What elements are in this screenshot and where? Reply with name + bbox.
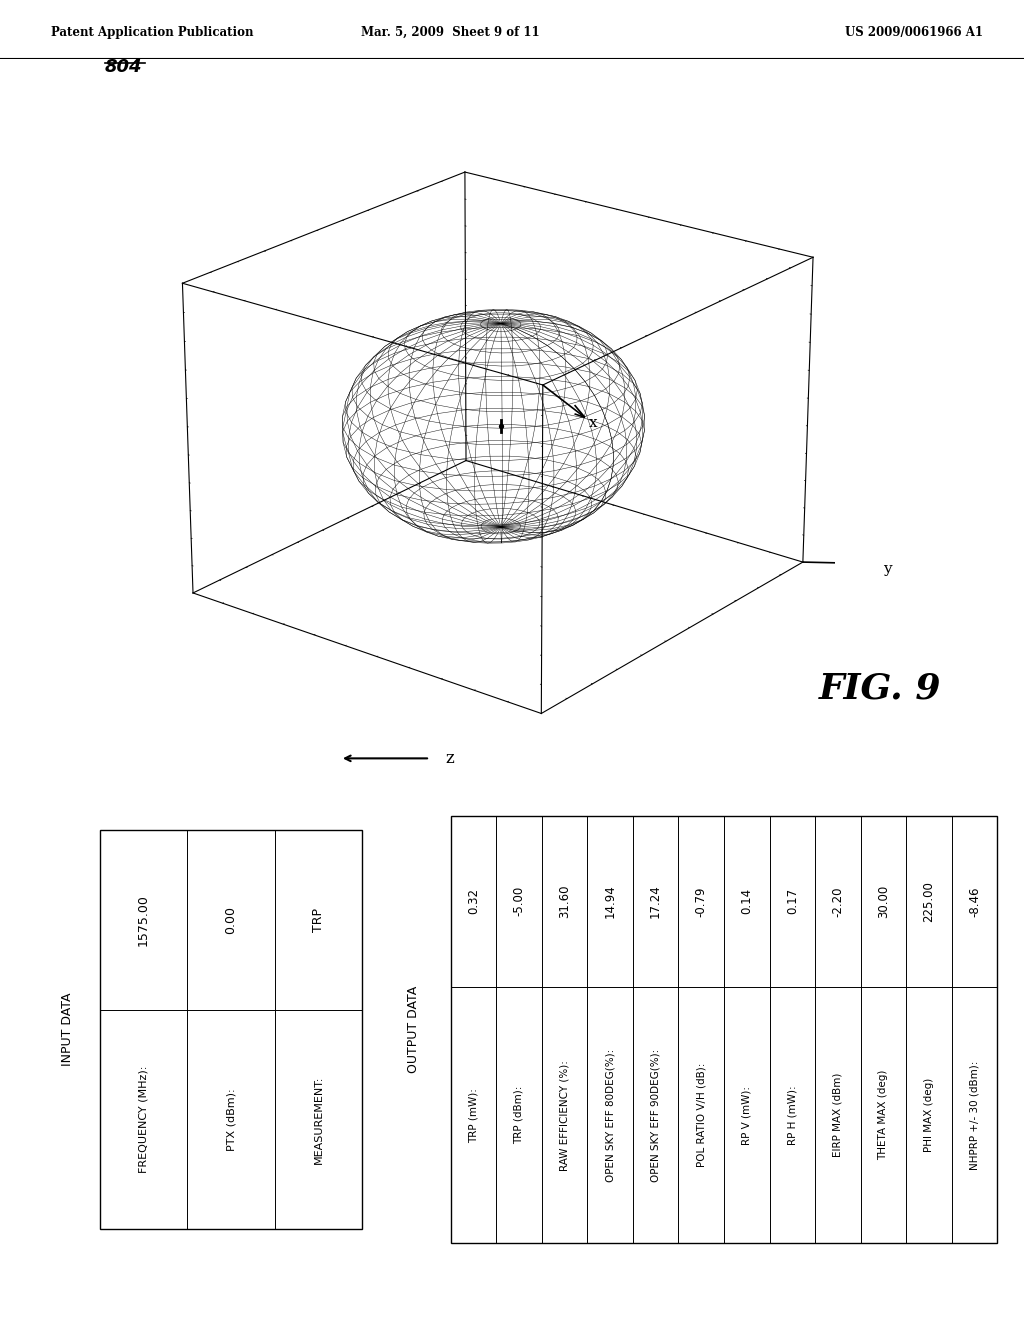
- Text: INPUT DATA: INPUT DATA: [60, 993, 74, 1067]
- Text: TRP (mW):: TRP (mW):: [468, 1088, 478, 1143]
- Text: 17.24: 17.24: [649, 884, 663, 919]
- Text: -5.00: -5.00: [512, 886, 525, 916]
- Bar: [100, 830, 362, 1229]
- Text: EIRP MAX (dBm): EIRP MAX (dBm): [833, 1073, 843, 1158]
- Text: -8.46: -8.46: [968, 886, 981, 916]
- Text: PHI MAX (deg): PHI MAX (deg): [924, 1078, 934, 1152]
- Text: -2.20: -2.20: [831, 886, 845, 916]
- Text: 225.00: 225.00: [923, 880, 936, 921]
- Text: RAW EFFICIENCY (%):: RAW EFFICIENCY (%):: [559, 1060, 569, 1171]
- Text: 30.00: 30.00: [877, 884, 890, 917]
- Text: US 2009/0061966 A1: US 2009/0061966 A1: [845, 26, 983, 40]
- Text: 0.14: 0.14: [740, 888, 754, 915]
- Text: 1575.00: 1575.00: [137, 894, 151, 945]
- Text: OPEN SKY EFF 80DEG(%):: OPEN SKY EFF 80DEG(%):: [605, 1048, 615, 1181]
- Text: -0.79: -0.79: [694, 886, 708, 916]
- Bar: [451, 816, 997, 1243]
- Text: 0.32: 0.32: [467, 888, 480, 915]
- Text: 31.60: 31.60: [558, 884, 571, 917]
- Text: TRP (dBm):: TRP (dBm):: [514, 1086, 524, 1144]
- Text: THETA MAX (deg): THETA MAX (deg): [879, 1071, 889, 1160]
- Text: POL RATIO V/H (dB):: POL RATIO V/H (dB):: [696, 1063, 707, 1167]
- Text: 0.00: 0.00: [224, 906, 238, 933]
- Text: OPEN SKY EFF 90DEG(%):: OPEN SKY EFF 90DEG(%):: [650, 1048, 660, 1181]
- Text: PTX (dBm):: PTX (dBm):: [226, 1088, 236, 1151]
- Text: Patent Application Publication: Patent Application Publication: [51, 26, 254, 40]
- Text: 0.17: 0.17: [785, 888, 799, 915]
- Text: Mar. 5, 2009  Sheet 9 of 11: Mar. 5, 2009 Sheet 9 of 11: [361, 26, 540, 40]
- Text: z: z: [445, 750, 454, 767]
- Text: 804: 804: [105, 58, 142, 77]
- Text: 14.94: 14.94: [603, 884, 616, 919]
- Text: FREQUENCY (MHz):: FREQUENCY (MHz):: [138, 1065, 148, 1173]
- Text: FIG. 9: FIG. 9: [819, 672, 941, 705]
- Text: NHPRP +/- 30 (dBm):: NHPRP +/- 30 (dBm):: [970, 1060, 980, 1170]
- Text: RP H (mW):: RP H (mW):: [787, 1085, 798, 1144]
- Text: TRP: TRP: [312, 908, 325, 932]
- Text: OUTPUT DATA: OUTPUT DATA: [408, 986, 420, 1073]
- Text: MEASUREMENT:: MEASUREMENT:: [313, 1076, 324, 1164]
- Text: RP V (mW):: RP V (mW):: [741, 1085, 752, 1144]
